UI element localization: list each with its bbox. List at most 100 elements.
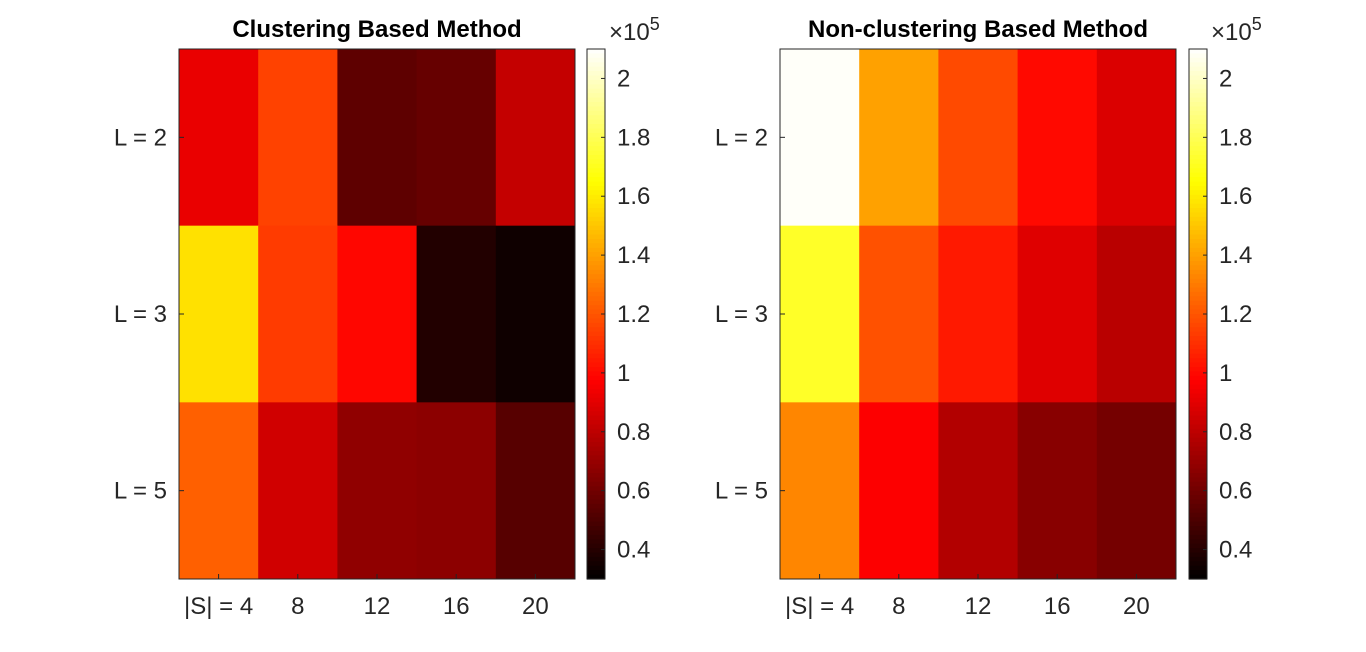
colorbar-segment	[587, 384, 605, 390]
colorbar-segment	[587, 221, 605, 227]
colorbar-segment	[587, 534, 605, 540]
colorbar-segment	[587, 490, 605, 496]
x-tick-label: |S| = 4	[785, 593, 854, 620]
colorbar-segment	[587, 367, 605, 373]
colorbar-segment	[1189, 415, 1207, 421]
colorbar-segment	[587, 411, 605, 417]
colorbar-tick-label: 1.4	[1219, 242, 1252, 269]
colorbar-segment	[587, 261, 605, 267]
colorbar-segment	[1189, 93, 1207, 99]
colorbar-segment	[1189, 159, 1207, 165]
colorbar-segment	[587, 168, 605, 174]
colorbar-segment	[1189, 119, 1207, 125]
colorbar-segment	[1189, 265, 1207, 271]
colorbar-segment	[587, 556, 605, 562]
colorbar-multiplier-base: ×10	[609, 19, 650, 46]
colorbar-segment	[1189, 349, 1207, 355]
colorbar-segment	[1189, 115, 1207, 121]
colorbar-segment	[587, 499, 605, 505]
y-tick-label: L = 3	[114, 301, 167, 328]
colorbar-segment	[587, 269, 605, 275]
colorbar-tick-label: 1.2	[617, 301, 650, 328]
colorbar-segment	[1189, 110, 1207, 116]
heatmap-cell	[780, 49, 860, 227]
colorbar-segment	[587, 561, 605, 567]
colorbar-segment	[587, 93, 605, 99]
heatmap-cells	[780, 49, 1177, 580]
colorbar-segment	[587, 574, 605, 580]
x-tick-label: 8	[892, 593, 905, 620]
colorbar-segment	[587, 402, 605, 408]
colorbar-segment	[587, 358, 605, 364]
colorbar-segment	[587, 495, 605, 501]
colorbar-segment	[1189, 393, 1207, 399]
colorbar-segment	[587, 565, 605, 571]
heatmap-cell	[780, 225, 860, 403]
x-tick-label: 12	[965, 593, 992, 620]
colorbar-tick-label: 1.4	[617, 242, 650, 269]
colorbar-segment	[1189, 194, 1207, 200]
colorbar-segment	[1189, 499, 1207, 505]
colorbar-tick-label: 2	[617, 65, 630, 92]
colorbar-segment	[1189, 331, 1207, 337]
colorbar-segment	[1189, 539, 1207, 545]
x-tick-label: 16	[443, 593, 470, 620]
colorbar-segment	[1189, 212, 1207, 218]
chart-title: Non-clustering Based Method	[808, 16, 1148, 43]
colorbar-segment	[587, 543, 605, 549]
colorbar-segment	[1189, 190, 1207, 196]
colorbar-segment	[587, 446, 605, 452]
heatmap-cells	[179, 49, 576, 580]
heatmap-cell	[179, 225, 259, 403]
colorbar-segment	[1189, 574, 1207, 580]
colorbar-segment	[1189, 84, 1207, 90]
colorbar-segment	[587, 508, 605, 514]
colorbar-segment	[1189, 336, 1207, 342]
colorbar-segment	[587, 194, 605, 200]
colorbar-exponent: 5	[1252, 14, 1262, 34]
colorbar-segment	[587, 464, 605, 470]
colorbar-segment	[587, 53, 605, 59]
colorbar-segment	[587, 203, 605, 209]
colorbar-segment	[1189, 420, 1207, 426]
chart-title: Clustering Based Method	[232, 16, 521, 43]
x-tick-label: 20	[522, 593, 549, 620]
colorbar-segment	[1189, 503, 1207, 509]
colorbar-segment	[1189, 424, 1207, 430]
heatmap-cell	[859, 49, 939, 227]
colorbar-tick-label: 1	[1219, 360, 1232, 387]
colorbar-segment	[1189, 57, 1207, 63]
colorbar-segment	[587, 305, 605, 311]
colorbar-segment	[1189, 177, 1207, 183]
colorbar-segment	[587, 322, 605, 328]
colorbar-segment	[587, 57, 605, 63]
colorbar-tick-label: 1.8	[1219, 124, 1252, 151]
colorbar-segment	[587, 97, 605, 103]
heatmap-cell	[1017, 49, 1098, 227]
colorbar-segment	[1189, 53, 1207, 59]
colorbar-segment	[1189, 208, 1207, 214]
colorbar-segment	[1189, 358, 1207, 364]
colorbar-segment	[587, 362, 605, 368]
colorbar-segment	[1189, 371, 1207, 377]
colorbar-segment	[587, 349, 605, 355]
x-tick-label: 12	[364, 593, 391, 620]
colorbar-segment	[587, 327, 605, 333]
colorbar-segment	[1189, 287, 1207, 293]
colorbar-segment	[1189, 225, 1207, 231]
colorbar-segment	[587, 473, 605, 479]
colorbar-tick-label: 1	[617, 360, 630, 387]
colorbar-segment	[587, 252, 605, 258]
colorbar-segment	[587, 291, 605, 297]
colorbar-segment	[1189, 141, 1207, 147]
heatmap-cell	[416, 225, 497, 403]
heatmap-cell	[258, 49, 338, 227]
colorbar-segment	[1189, 402, 1207, 408]
colorbar-segment	[587, 230, 605, 236]
colorbar-multiplier: ×105	[1211, 14, 1262, 46]
colorbar-segment	[1189, 185, 1207, 191]
colorbar-segment	[587, 110, 605, 116]
x-tick-label: 8	[291, 593, 304, 620]
colorbar-segment	[1189, 565, 1207, 571]
y-tick-label: L = 5	[715, 478, 768, 505]
